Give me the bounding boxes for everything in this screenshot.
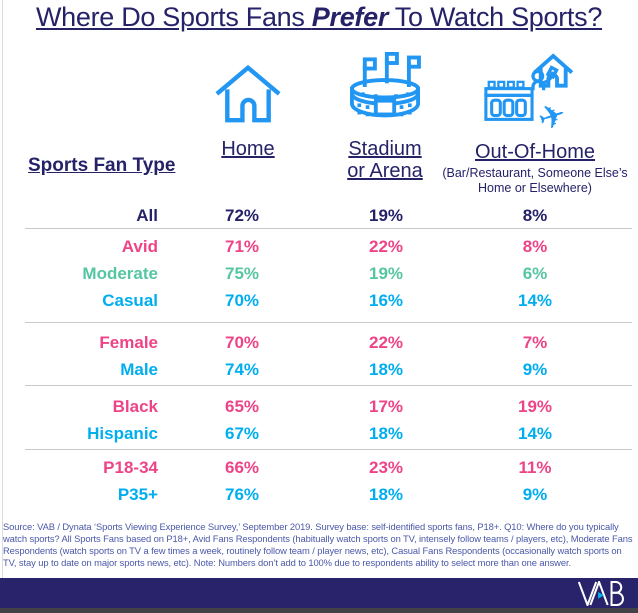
left-edge-divider	[2, 0, 3, 578]
cell-out-of-home: 9%	[522, 485, 548, 504]
table-group-fan-level: Avid 71% 22% 8% Moderate 75% 19% 6% Casu…	[25, 228, 632, 322]
row-label: Male	[120, 360, 158, 379]
row-label: Hispanic	[87, 424, 158, 443]
stadium-icon	[337, 52, 433, 131]
airplane-glyph: ✈	[533, 95, 571, 133]
cell-out-of-home: 7%	[522, 333, 548, 352]
table-row: All 72% 19% 8%	[25, 202, 632, 229]
cell-out-of-home: 11%	[518, 458, 552, 477]
cell-out-of-home: 8%	[522, 206, 548, 225]
bottom-strip	[0, 608, 638, 613]
vab-logo	[570, 581, 630, 606]
column-subheader-out-of-home: (Bar/Restaurant, Someone Else’s Home or …	[442, 166, 628, 195]
table-row: Casual 70% 16% 14%	[25, 287, 632, 314]
table-row: Moderate 75% 19% 6%	[25, 260, 632, 287]
cell-home: 70%	[224, 333, 260, 352]
table-group-age: P18-34 66% 23% 11% P35+ 76% 18% 9%	[25, 449, 632, 508]
cell-stadium: 16%	[368, 291, 404, 310]
row-label: P35+	[117, 485, 158, 504]
cell-home: 70%	[224, 291, 260, 310]
out-of-home-icon: ✈	[483, 50, 583, 133]
row-label: Avid	[121, 237, 158, 256]
cell-stadium: 18%	[368, 424, 404, 443]
cell-stadium: 22%	[368, 237, 404, 256]
cell-home: 71%	[224, 237, 260, 256]
cell-out-of-home: 9%	[522, 360, 548, 379]
row-label: Female	[99, 333, 158, 352]
cell-out-of-home: 14%	[517, 424, 553, 443]
cell-home: 75%	[224, 264, 260, 283]
cell-stadium: 19%	[368, 206, 404, 225]
logo-triangle-icon	[598, 592, 604, 599]
table-row: Male 74% 18% 9%	[25, 356, 632, 383]
cell-home: 76%	[224, 485, 260, 504]
cell-out-of-home: 6%	[522, 264, 548, 283]
cell-out-of-home: 14%	[517, 291, 553, 310]
column-header-stadium: Stadium or Arena	[347, 138, 423, 182]
cell-home: 67%	[224, 424, 260, 443]
table-row: Female 70% 22% 7%	[25, 329, 632, 356]
row-label: Moderate	[82, 264, 158, 283]
cell-home: 72%	[224, 206, 260, 225]
row-label: P18-34	[103, 458, 158, 477]
title-emphasis: Prefer	[311, 2, 389, 32]
cell-stadium: 18%	[368, 360, 404, 379]
column-header-out-of-home: Out-Of-Home (Bar/Restaurant, Someone Els…	[440, 141, 630, 195]
table-group-all: All 72% 19% 8%	[25, 200, 632, 229]
row-label: Black	[112, 397, 158, 416]
title-pre: Where Do Sports Fans	[35, 2, 312, 32]
row-label: All	[136, 206, 158, 225]
table-group-ethnicity: Black 65% 17% 19% Hispanic 67% 18% 14%	[25, 385, 632, 449]
table-group-gender: Female 70% 22% 7% Male 74% 18% 9%	[25, 322, 632, 385]
row-label: Casual	[102, 291, 158, 310]
cell-stadium: 23%	[368, 458, 404, 477]
table-row: P35+ 76% 18% 9%	[25, 481, 632, 508]
home-icon	[208, 55, 288, 125]
cell-home: 74%	[224, 360, 260, 379]
table-row: Avid 71% 22% 8%	[25, 233, 632, 260]
source-note: Source: VAB / Dynata ‘Sports Viewing Exp…	[3, 521, 633, 568]
bottom-brand-bar	[0, 578, 638, 608]
cell-home: 66%	[224, 458, 260, 477]
column-header-home: Home	[221, 138, 275, 160]
table-row: Black 65% 17% 19%	[25, 393, 632, 420]
cell-out-of-home: 8%	[522, 237, 548, 256]
cell-stadium: 22%	[368, 333, 404, 352]
row-header-sports-fan-type: Sports Fan Type	[28, 155, 176, 176]
table-row: P18-34 66% 23% 11%	[25, 454, 632, 481]
table-row: Hispanic 67% 18% 14%	[25, 420, 632, 447]
cell-home: 65%	[224, 397, 260, 416]
cell-out-of-home: 19%	[517, 397, 553, 416]
cell-stadium: 18%	[368, 485, 404, 504]
page-title: Where Do Sports Fans Prefer To Watch Spo…	[0, 0, 638, 34]
cell-stadium: 17%	[368, 397, 404, 416]
cell-stadium: 19%	[368, 264, 404, 283]
title-post: To Watch Sports?	[388, 2, 603, 32]
